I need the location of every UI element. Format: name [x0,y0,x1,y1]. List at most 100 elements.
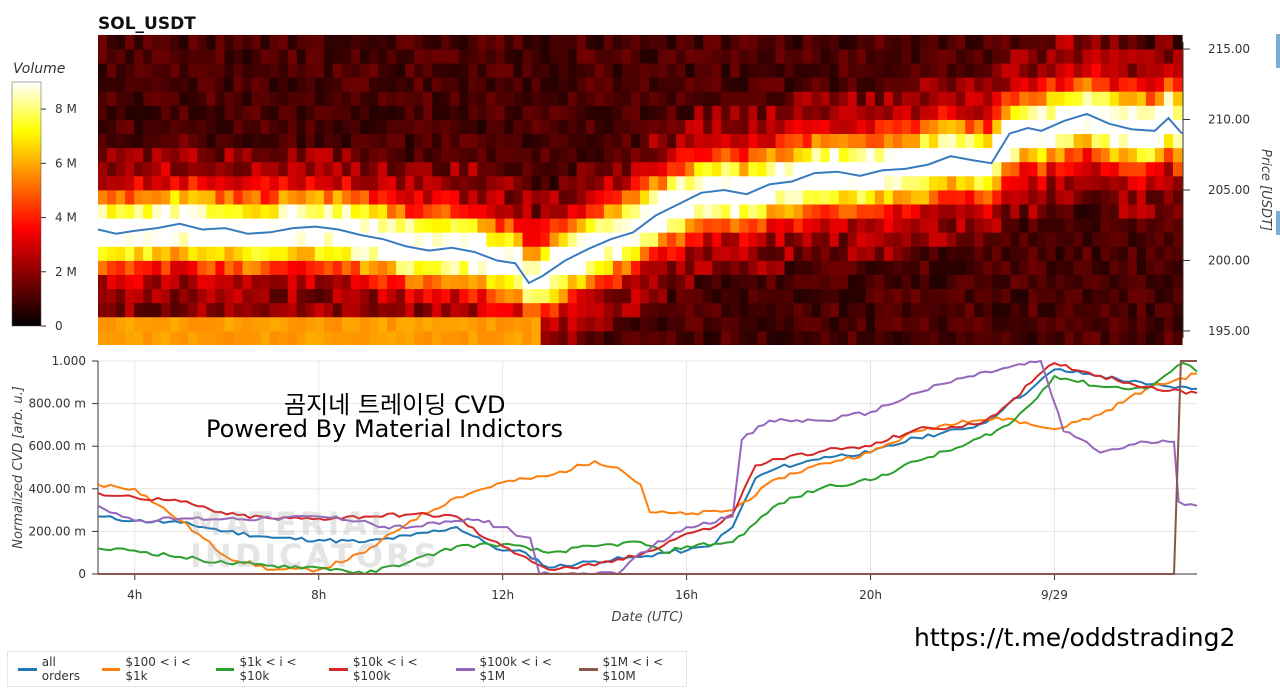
heatmap-cell [694,330,704,345]
heatmap-cell [1172,91,1183,106]
heatmap-cell [179,260,189,275]
heatmap-cell [522,204,533,219]
heatmap-cell [486,274,497,290]
heatmap-cell [522,147,533,163]
heatmap-cell [603,302,614,318]
heatmap-cell [1082,232,1093,247]
heatmap-cell [649,63,659,78]
heatmap-cell [332,288,343,304]
heatmap-cell [486,175,497,191]
heatmap-cell [721,34,731,50]
heatmap-cell [558,105,569,120]
heatmap-cell [396,105,406,120]
x-tick-label: 12h [491,588,514,602]
legend-label: $1k < i < $10k [239,655,297,683]
heatmap-cell [378,288,388,304]
heatmap-cell [423,330,433,345]
heatmap-cell [983,105,993,120]
heatmap-cell [251,302,262,318]
heatmap-cell [540,63,551,78]
heatmap-cell [721,288,731,304]
heatmap-cell [387,204,397,219]
heatmap-cell [1172,288,1183,304]
heatmap-cell [1028,190,1039,205]
heatmap-cell [658,302,668,318]
heatmap-cell [865,316,876,332]
heatmap-cell [956,316,966,332]
heatmap-cell [107,218,117,233]
heatmap-cell [1136,218,1147,233]
heatmap-cell [748,260,759,275]
heatmap-cell [775,147,786,163]
legend-item[interactable]: $100 < i < $1k [101,655,204,683]
legend-item[interactable]: $10k < i < $100k [329,655,444,683]
heatmap-cell [495,288,506,304]
legend-item[interactable]: $100k < i < $1M [455,655,567,683]
legend-item[interactable]: $1k < i < $10k [215,655,317,683]
heatmap-cell [920,218,930,233]
heatmap-cell [1082,105,1093,120]
heatmap-cell [911,91,921,106]
heatmap-cell [188,246,198,261]
heatmap-cell [432,246,442,261]
heatmap-cell [865,133,876,149]
heatmap-cell [1163,316,1174,332]
heatmap-cell [630,133,641,149]
heatmap-cell [314,63,325,78]
heatmap-cell [1145,302,1156,318]
heatmap-cell [242,330,253,345]
heatmap-cell [441,302,451,318]
heatmap-cell [947,302,957,318]
heatmap-cell [612,77,623,92]
heatmap-cell [892,77,903,92]
heatmap-cell [143,288,153,304]
heatmap-cell [694,77,704,92]
heatmap-cell [359,274,370,290]
heatmap-cell [468,63,478,78]
heatmap-cell [170,302,180,318]
heatmap-cell [965,232,975,247]
heatmap-cell [965,147,975,163]
heatmap-cell [540,77,551,92]
x-tick-label: 4h [127,588,142,602]
heatmap-cell [233,133,244,149]
heatmap-cell [811,147,822,163]
heatmap-cell [965,175,975,191]
heatmap-cell [170,147,180,163]
heatmap-cell [775,330,786,345]
heatmap-cell [757,302,768,318]
heatmap-cell [369,133,379,149]
legend-item[interactable]: $1M < i < $10M [578,655,686,683]
heatmap-cell [459,63,469,78]
heatmap-cell [170,316,180,332]
heatmap-cell [920,316,930,332]
heatmap-cell [1118,246,1129,261]
heatmap-cell [1091,302,1102,318]
heatmap-cell [1010,147,1020,163]
heatmap-cell [938,246,948,261]
heatmap-cell [486,204,497,219]
heatmap-cell [206,63,217,78]
heatmap-cell [1019,316,1030,332]
heatmap-cell [640,232,650,247]
heatmap-cell [495,63,506,78]
heatmap-cell [549,218,560,233]
heatmap-cell [1154,330,1165,345]
legend-item[interactable]: all orders [18,655,90,683]
heatmap-cell [1127,63,1138,78]
heatmap-cell [811,302,822,318]
heatmap-cell [802,147,813,163]
heatmap-cell [1064,77,1075,92]
heatmap-cell [775,34,786,50]
heatmap-cell [1136,232,1147,247]
heatmap-cell [1163,288,1174,304]
heatmap-cell [468,105,478,120]
heatmap-cell [477,77,488,92]
heatmap-cell [883,218,894,233]
telegram-link[interactable]: https://t.me/oddstrading2 [914,623,1236,652]
heatmap-cell [260,218,271,233]
heatmap-cell [865,204,876,219]
heatmap-cell [540,190,551,205]
heatmap-cell [522,91,533,106]
heatmap-cell [197,77,207,92]
